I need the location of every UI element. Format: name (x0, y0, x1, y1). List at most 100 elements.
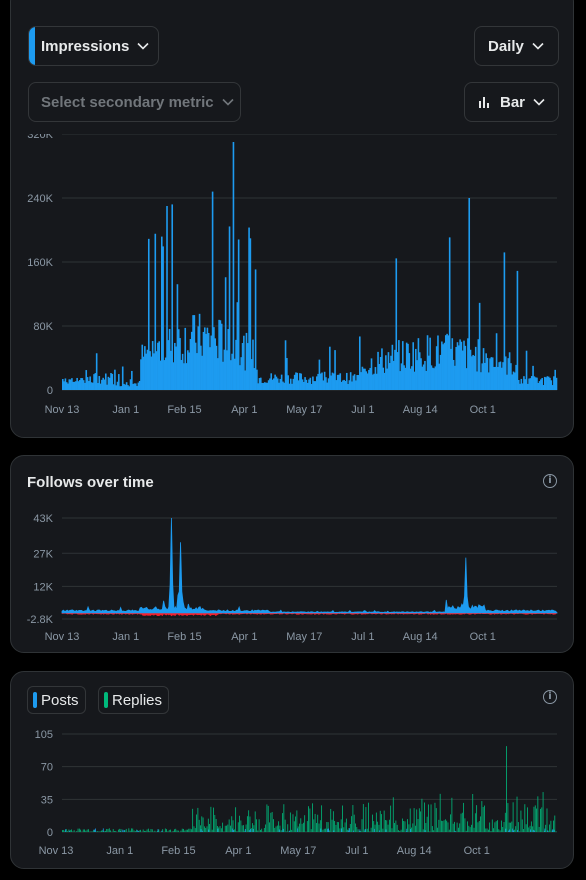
impressions-bar (253, 368, 256, 390)
impressions-bar (381, 348, 383, 390)
replies-bar (301, 823, 303, 832)
x-tick-label: Jan 1 (112, 631, 139, 643)
impressions-bar (101, 379, 103, 390)
impressions-bar (441, 341, 443, 390)
impressions-bar (395, 258, 398, 390)
impressions-bar (321, 372, 323, 390)
impressions-bar (512, 371, 515, 390)
replies-bar (296, 810, 298, 832)
secondary-metric-select[interactable]: Select secondary metric (28, 82, 241, 122)
replies-bar (373, 821, 375, 832)
info-icon[interactable]: i (543, 690, 557, 704)
replies-bar (279, 825, 281, 832)
replies-bar (338, 822, 339, 832)
impressions-bar (390, 355, 392, 390)
replies-bar (287, 824, 289, 832)
impressions-bar (140, 359, 142, 390)
replies-bar (459, 823, 461, 832)
replies-bar (329, 830, 330, 832)
impressions-bar (108, 377, 111, 390)
replies-bar (189, 828, 191, 832)
y-tick-label: -2.8K (27, 614, 54, 626)
replies-bar (368, 802, 369, 832)
posts-bar (95, 828, 96, 832)
replies-bar (375, 812, 377, 832)
posts-bar (122, 829, 124, 832)
impressions-bar (275, 376, 278, 390)
replies-bar (206, 826, 208, 832)
impressions-bar (537, 382, 540, 390)
replies-bar (202, 817, 204, 832)
interval-select[interactable]: Daily (474, 26, 559, 66)
replies-bar (408, 824, 410, 832)
primary-metric-label: Impressions (41, 37, 130, 55)
impressions-bar (84, 382, 86, 390)
follows-title: Follows over time (27, 474, 154, 491)
impressions-bar (349, 372, 352, 390)
impressions-bar (392, 360, 395, 390)
legend-posts[interactable]: Posts (27, 686, 86, 714)
impressions-bar (426, 335, 429, 390)
replies-bar (412, 823, 414, 832)
replies-bar (425, 822, 427, 832)
impressions-bar (270, 373, 273, 390)
impressions-bar (347, 383, 349, 390)
impressions-bar (228, 226, 231, 390)
impressions-bar (219, 320, 222, 390)
x-tick-label: Apr 1 (231, 404, 257, 416)
impressions-bar (485, 353, 487, 390)
engagement-chart: 0 35 70 105 Nov 13 Jan 1 Feb 15 Apr 1 May 17 Jul … (35, 729, 557, 857)
impressions-bar (421, 366, 424, 390)
replies-bar (209, 823, 210, 832)
replies-bar (538, 826, 540, 832)
replies-bar (222, 822, 224, 832)
impressions-bar (284, 340, 287, 390)
replies-bar (405, 831, 407, 832)
replies-bar (313, 819, 315, 832)
replies-bar (142, 829, 144, 832)
impressions-bar (296, 372, 299, 390)
replies-bar (254, 811, 256, 832)
replies-bar (215, 819, 217, 832)
posts-bar (544, 828, 546, 832)
posts-bar (231, 828, 233, 832)
impressions-bar (435, 346, 438, 390)
impressions-bar (62, 379, 64, 390)
replies-bar (480, 816, 481, 832)
replies-bar (336, 821, 338, 832)
replies-bar (326, 822, 328, 832)
replies-bar (473, 827, 475, 832)
replies-bar (383, 810, 385, 832)
impressions-bar (288, 383, 291, 390)
primary-metric-select[interactable]: Impressions (28, 26, 159, 66)
y-tick-label: 320K (27, 134, 53, 141)
replies-bar (472, 793, 474, 832)
replies-bar (364, 830, 366, 832)
impressions-bar (540, 379, 542, 390)
replies-bar (343, 827, 345, 832)
replies-bar (331, 819, 333, 832)
replies-bar (357, 829, 359, 832)
replies-bar (276, 825, 278, 832)
legend-replies[interactable]: Replies (98, 686, 170, 714)
impressions-bar (444, 335, 447, 390)
impressions-bar (326, 382, 329, 390)
impressions-bar (75, 381, 77, 390)
impressions-bar (317, 373, 319, 390)
replies-bar (332, 811, 334, 832)
replies-bar (485, 828, 487, 832)
impressions-bar (203, 327, 206, 390)
replies-bar (385, 820, 386, 832)
replies-bar (323, 828, 325, 832)
replies-bar (205, 827, 207, 832)
replies-bar (203, 826, 205, 832)
info-icon[interactable]: i (543, 474, 557, 488)
replies-bar (115, 830, 117, 832)
x-tick-label: Apr 1 (231, 631, 257, 643)
impressions-bar (504, 356, 507, 390)
x-tick-label: Feb 15 (167, 631, 201, 643)
impressions-bar (274, 374, 276, 390)
chart-type-select[interactable]: Bar (464, 82, 559, 122)
replies-bar (63, 829, 65, 832)
replies-bar (344, 822, 346, 832)
